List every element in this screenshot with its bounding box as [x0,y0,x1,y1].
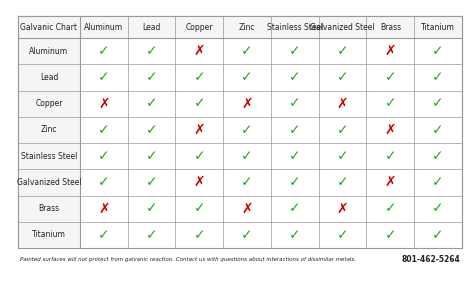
Text: 801-462-5264: 801-462-5264 [401,254,460,264]
Text: ✓: ✓ [289,44,301,58]
Text: ✓: ✓ [193,202,205,216]
Text: ✓: ✓ [432,228,444,242]
Text: ✓: ✓ [146,228,157,242]
Text: ✓: ✓ [337,44,348,58]
Text: ✓: ✓ [337,70,348,84]
Text: ✓: ✓ [337,149,348,163]
Text: Copper: Copper [35,99,63,108]
Text: ✓: ✓ [337,228,348,242]
Text: ✓: ✓ [432,97,444,111]
Text: ✓: ✓ [289,70,301,84]
Text: ✗: ✗ [98,202,109,216]
Text: Stainless Steel: Stainless Steel [21,152,77,161]
Bar [18,16,462,248]
Text: ✗: ✗ [384,123,396,137]
Text: ✓: ✓ [241,70,253,84]
Text: ✗: ✗ [241,202,253,216]
Text: Stainless Steel: Stainless Steel [267,22,323,32]
Text: Galvanized Steel: Galvanized Steel [17,178,82,187]
Text: ✓: ✓ [146,202,157,216]
Text: ✓: ✓ [193,228,205,242]
Text: ✓: ✓ [289,202,301,216]
Text: ✓: ✓ [193,70,205,84]
Text: ✓: ✓ [193,97,205,111]
Bar [18,38,80,248]
Text: Zinc: Zinc [239,22,255,32]
Text: Painted surfaces will not protect from galvanic reaction. Contact us with questi: Painted surfaces will not protect from g… [20,256,356,262]
Text: ✓: ✓ [146,97,157,111]
Text: Aluminum: Aluminum [29,47,69,56]
Text: ✓: ✓ [98,44,109,58]
Text: ✓: ✓ [98,149,109,163]
Text: ✓: ✓ [241,228,253,242]
Text: ✓: ✓ [98,228,109,242]
Text: ✗: ✗ [241,97,253,111]
Text: ✗: ✗ [337,97,348,111]
Text: ✓: ✓ [98,123,109,137]
Text: ✗: ✗ [193,123,205,137]
Text: ✓: ✓ [289,149,301,163]
Text: ✓: ✓ [289,123,301,137]
Text: Galvanized Steel: Galvanized Steel [310,22,375,32]
Text: ✓: ✓ [384,70,396,84]
Text: ✓: ✓ [146,44,157,58]
Text: ✓: ✓ [384,149,396,163]
Bar [18,16,462,38]
Text: ✓: ✓ [241,176,253,189]
Text: ✓: ✓ [432,202,444,216]
Text: Brass: Brass [380,22,401,32]
Text: Aluminum: Aluminum [84,22,123,32]
Text: ✗: ✗ [337,202,348,216]
Text: ✓: ✓ [241,44,253,58]
Text: ✓: ✓ [193,149,205,163]
Text: ✗: ✗ [384,176,396,189]
Text: Lead: Lead [143,22,161,32]
Text: ✓: ✓ [146,70,157,84]
Text: ✓: ✓ [432,44,444,58]
Text: ✓: ✓ [432,123,444,137]
Text: Zinc: Zinc [41,125,57,134]
Text: ✓: ✓ [384,202,396,216]
Text: ✗: ✗ [384,44,396,58]
Text: ✓: ✓ [432,70,444,84]
Text: Brass: Brass [38,204,60,213]
Text: ✓: ✓ [146,149,157,163]
Text: ✓: ✓ [337,123,348,137]
Text: ✓: ✓ [98,70,109,84]
Text: ✓: ✓ [289,97,301,111]
Text: ✓: ✓ [432,149,444,163]
Text: ✓: ✓ [384,228,396,242]
Text: Titanium: Titanium [32,230,66,239]
Text: ✓: ✓ [146,123,157,137]
Text: ✓: ✓ [337,176,348,189]
Text: ✓: ✓ [241,149,253,163]
Text: Galvanic Chart: Galvanic Chart [20,22,78,32]
Text: Lead: Lead [40,73,58,82]
Text: ✓: ✓ [146,176,157,189]
Text: Copper: Copper [186,22,213,32]
Text: ✗: ✗ [193,44,205,58]
Text: ✓: ✓ [432,176,444,189]
Text: ✓: ✓ [384,97,396,111]
Text: ✓: ✓ [98,176,109,189]
Text: Titanium: Titanium [421,22,455,32]
Text: ✓: ✓ [241,123,253,137]
Text: ✓: ✓ [289,176,301,189]
Text: ✗: ✗ [193,176,205,189]
Text: ✗: ✗ [98,97,109,111]
Text: ✓: ✓ [289,228,301,242]
